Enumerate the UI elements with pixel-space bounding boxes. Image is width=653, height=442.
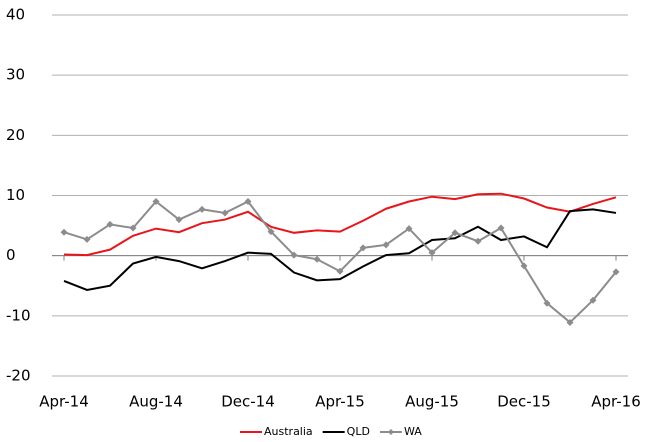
marker <box>290 251 298 259</box>
marker <box>106 220 114 228</box>
series-line <box>63 192 617 257</box>
x-tick-label: Apr-16 <box>591 393 641 411</box>
y-tick-label: 20 <box>6 126 25 144</box>
legend-label: Australia <box>264 425 313 438</box>
marker <box>60 228 68 236</box>
x-tick-label: Dec-15 <box>497 393 551 411</box>
legend-marker <box>387 429 394 435</box>
marker <box>152 198 160 206</box>
marker <box>198 205 206 213</box>
y-tick-label: -10 <box>6 306 31 324</box>
marker <box>313 255 321 263</box>
y-tick-label: 0 <box>6 246 16 264</box>
marker <box>543 299 551 307</box>
y-tick-label: -20 <box>6 367 31 385</box>
y-tick-label: 40 <box>6 6 25 24</box>
marker <box>520 262 528 270</box>
marker <box>267 228 275 236</box>
y-tick-label: 10 <box>6 186 25 204</box>
marker <box>474 237 482 245</box>
marker <box>336 267 344 275</box>
y-tick-label: 30 <box>6 66 25 84</box>
marker <box>497 224 505 232</box>
marker <box>221 209 229 217</box>
marker <box>382 241 390 249</box>
series-line <box>63 200 617 324</box>
marker <box>566 318 574 326</box>
x-tick-label: Dec-14 <box>221 393 275 411</box>
marker <box>451 229 459 237</box>
marker <box>612 268 620 276</box>
x-tick-label: Aug-15 <box>405 393 459 411</box>
marker <box>129 224 137 232</box>
marker <box>83 235 91 243</box>
x-tick-label: Apr-14 <box>39 393 89 411</box>
x-tick-label: Aug-14 <box>129 393 183 411</box>
marker <box>405 225 413 233</box>
marker <box>428 249 436 257</box>
marker <box>589 296 597 304</box>
legend-label: WA <box>404 425 422 438</box>
marker <box>175 216 183 224</box>
x-tick-label: Apr-15 <box>315 393 365 411</box>
legend-label: QLD <box>347 425 370 438</box>
marker <box>244 198 252 206</box>
marker <box>359 244 367 252</box>
series-line <box>63 208 617 291</box>
